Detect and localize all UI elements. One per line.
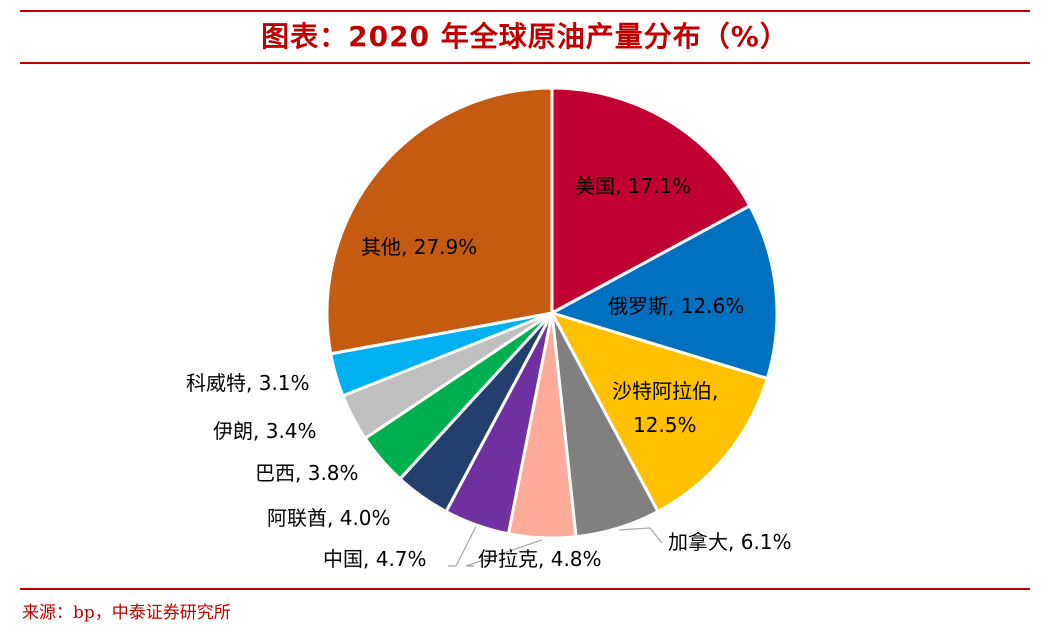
slice-10	[325, 86, 554, 356]
label-iran: 伊朗, 3.4%	[213, 419, 317, 443]
pie-chart: 美国, 17.1% 俄罗斯, 12.6% 沙特阿拉伯, 12.5% 加拿大, 6…	[186, 86, 792, 571]
label-saudi-line2: 12.5%	[633, 413, 697, 437]
label-saudi-line1: 沙特阿拉伯,	[612, 379, 718, 403]
slice-2	[550, 311, 769, 514]
label-china: 中国, 4.7%	[323, 547, 427, 571]
label-other: 其他, 27.9%	[361, 235, 477, 259]
label-canada: 加拿大, 6.1%	[668, 530, 792, 554]
title-top-rule	[20, 10, 1030, 12]
source-note: 来源：bp，中泰证券研究所	[22, 603, 231, 623]
chart-title: 图表：2020 年全球原油产量分布（%）	[261, 20, 789, 53]
title-bottom-rule	[20, 62, 1030, 64]
leader-lines	[448, 526, 663, 567]
leader-line-4	[465, 539, 543, 567]
label-usa: 美国, 17.1%	[575, 174, 691, 198]
pie-slices	[325, 86, 779, 540]
leader-line-3	[618, 527, 663, 544]
label-russia: 俄罗斯, 12.6%	[608, 294, 744, 318]
source-top-rule	[20, 588, 1030, 590]
slice-1	[550, 204, 779, 380]
label-brazil: 巴西, 3.8%	[255, 461, 359, 485]
label-uae: 阿联酋, 4.0%	[267, 506, 391, 530]
leader-line-5	[448, 526, 477, 567]
label-iraq: 伊拉克, 4.8%	[478, 547, 602, 571]
slice-0	[550, 86, 752, 315]
label-kuwait: 科威特, 3.1%	[186, 371, 310, 395]
